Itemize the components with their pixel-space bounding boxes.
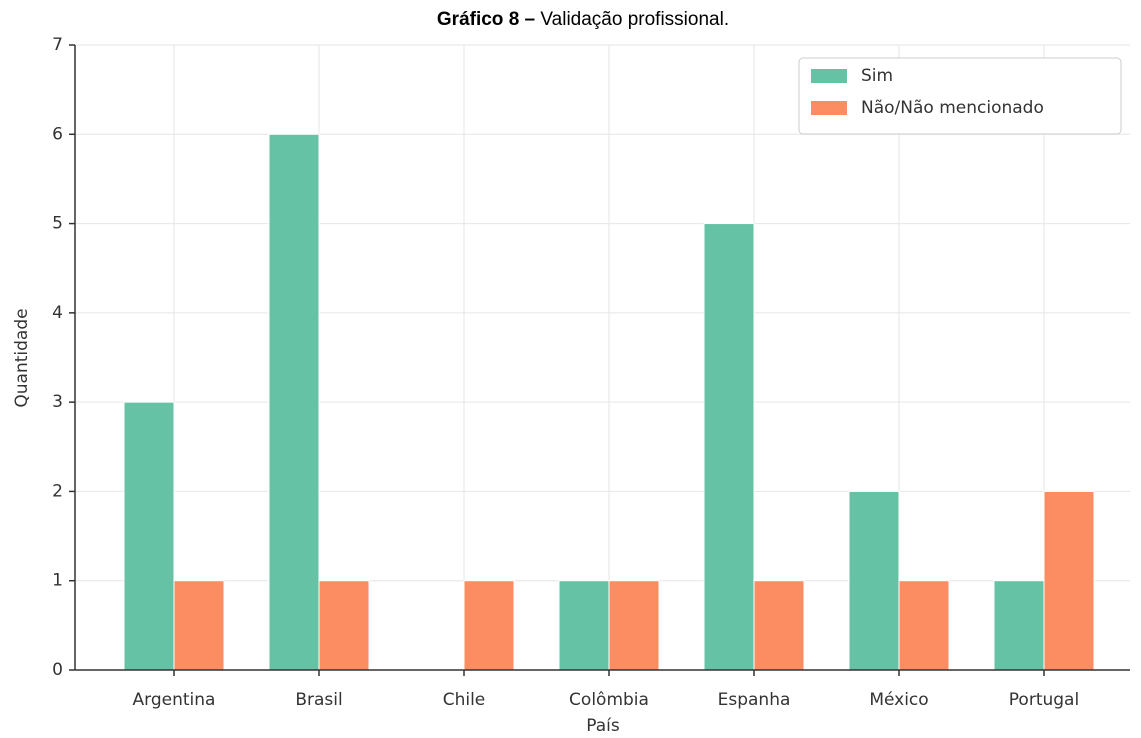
y-tick-label: 2 [52,481,63,501]
y-axis-label: Quantidade [12,308,32,407]
bar [123,401,175,671]
bar [608,580,660,671]
y-tick-label: 1 [52,571,63,591]
bar [898,580,950,671]
y-tick-label: 6 [52,124,63,144]
y-tick-label: 4 [52,303,63,323]
bar [463,580,515,671]
bar [268,133,320,671]
x-tick-label: México [869,690,928,710]
bar [753,580,805,671]
y-tick-label: 3 [52,392,63,412]
title-text: Validação profissional. [540,9,729,30]
legend: Sim Não/Não mencionado [798,57,1122,135]
bar [1043,490,1095,671]
y-tick-label: 0 [52,660,63,680]
bar [558,580,610,671]
x-tick-label: Chile [443,690,486,710]
bar [848,490,900,671]
x-tick-label: Brasil [295,690,342,710]
y-tick-label: 7 [52,35,63,55]
bar [703,223,755,671]
x-tick-label: Portugal [1009,690,1079,710]
legend-label: Sim [861,66,893,86]
x-tick-label: Argentina [133,690,216,710]
legend-label: Não/Não mencionado [861,98,1044,118]
x-tick-label: Espanha [718,690,791,710]
legend-box [798,57,1122,135]
legend-swatch [811,69,847,83]
y-tick-label: 5 [52,214,63,234]
legend-swatch [811,101,847,115]
bar [173,580,225,671]
bar [993,580,1045,671]
x-tick-label: Colômbia [569,690,649,710]
bar [318,580,370,671]
chart-title: Gráfico 8 – Validação profissional. [437,9,729,30]
x-axis-label: País [586,716,620,736]
title-prefix: Gráfico 8 – [437,9,535,30]
